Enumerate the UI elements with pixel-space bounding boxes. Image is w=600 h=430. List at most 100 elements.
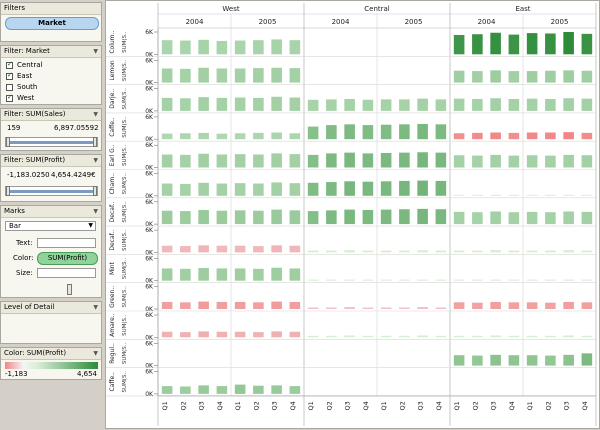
dropdown-arrow-icon[interactable]: ▼ xyxy=(93,111,98,118)
bar-mark xyxy=(563,250,574,253)
ytick-0k: 0K xyxy=(145,391,154,398)
bar-mark xyxy=(581,194,593,196)
bar-mark xyxy=(216,331,228,338)
axis-title: SUM(S.. xyxy=(122,314,128,336)
bar-mark xyxy=(453,250,465,253)
bar-mark xyxy=(563,335,574,338)
dropdown-arrow-icon[interactable]: ▼ xyxy=(93,157,98,164)
size-slider-handle[interactable] xyxy=(67,284,73,295)
bar-mark xyxy=(161,68,173,83)
bar-mark xyxy=(234,133,246,140)
bar-mark xyxy=(508,155,520,168)
ytick-6k: 6K xyxy=(145,29,154,36)
marks-card: Marks ▼ Bar ▼ Text: Color: SUM(Profit) Si… xyxy=(0,205,102,298)
profit-filter-max: 4,654.4249€ xyxy=(51,171,96,179)
bar-mark xyxy=(472,194,483,196)
bar-mark xyxy=(271,301,282,309)
bar-mark xyxy=(253,97,264,111)
bar-mark xyxy=(563,211,574,225)
axis-title: SUM(S.. xyxy=(122,343,128,365)
bar-mark xyxy=(216,68,228,83)
quarter-label-q4: Q4 xyxy=(362,401,370,410)
bar-mark xyxy=(581,98,593,111)
bar-mark xyxy=(161,40,173,55)
chevron-down-icon[interactable]: ▼ xyxy=(88,222,93,229)
bar-mark xyxy=(216,210,228,225)
dropdown-arrow-icon[interactable]: ▼ xyxy=(93,350,98,357)
quarter-label-q1: Q1 xyxy=(380,401,388,410)
sales-range-slider[interactable] xyxy=(5,137,98,147)
bar-mark xyxy=(581,353,593,366)
bar-mark xyxy=(326,307,337,309)
market-filter-title: Filter: Market ▼ xyxy=(1,46,101,58)
product-label: Mint xyxy=(109,261,116,275)
quarter-label-q2: Q2 xyxy=(471,401,479,410)
checkbox-east-label: East xyxy=(17,72,33,80)
bar-mark xyxy=(417,152,428,168)
bar-mark xyxy=(326,99,337,111)
bar-mark xyxy=(344,250,355,253)
bar-mark xyxy=(453,34,465,55)
bar-mark xyxy=(326,335,337,338)
mark-type-select[interactable]: Bar ▼ xyxy=(5,221,96,231)
bar-mark xyxy=(198,97,209,111)
bar-mark xyxy=(307,279,319,281)
header-background xyxy=(106,1,599,28)
bar-mark xyxy=(399,124,410,140)
bar-mark xyxy=(472,212,483,225)
market-header-central: Central xyxy=(364,5,390,13)
bar-mark xyxy=(508,71,520,83)
marks-text-field[interactable] xyxy=(37,238,96,248)
bar-mark xyxy=(161,183,173,196)
bar-mark xyxy=(435,209,447,225)
checkbox-south[interactable] xyxy=(6,84,13,91)
bar-mark xyxy=(253,183,264,196)
profit-max-handle[interactable] xyxy=(93,186,97,196)
dropdown-arrow-icon[interactable]: ▼ xyxy=(93,48,98,55)
bar-mark xyxy=(198,385,209,394)
bar-mark xyxy=(180,40,191,55)
bar-mark xyxy=(289,301,301,309)
bar-mark xyxy=(289,154,301,168)
bar-mark xyxy=(253,246,264,253)
bar-mark xyxy=(307,99,319,111)
bar-mark xyxy=(508,212,520,225)
ytick-6k: 6K xyxy=(145,114,154,121)
bar-mark xyxy=(453,211,465,225)
product-label: Green.. xyxy=(109,286,116,308)
marks-size-field[interactable] xyxy=(37,268,96,278)
ytick-0k: 0K xyxy=(145,165,154,172)
bar-mark xyxy=(344,209,355,225)
profit-min-handle[interactable] xyxy=(6,186,10,196)
quarter-label-q3: Q3 xyxy=(490,401,498,410)
dropdown-arrow-icon[interactable]: ▼ xyxy=(93,304,98,311)
year-header-2004: 2004 xyxy=(332,18,350,26)
dropdown-arrow-icon[interactable]: ▼ xyxy=(93,208,98,215)
bar-mark xyxy=(435,307,447,309)
sales-max-handle[interactable] xyxy=(93,137,97,147)
quarter-label-q1: Q1 xyxy=(234,401,242,410)
checkbox-central[interactable] xyxy=(6,60,13,69)
checkbox-west[interactable] xyxy=(6,93,13,102)
color-profit-pill[interactable]: SUM(Profit) xyxy=(37,252,98,265)
quarter-label-q2: Q2 xyxy=(179,401,187,410)
bar-mark xyxy=(545,33,556,55)
bar-mark xyxy=(344,279,355,281)
profit-range-fill xyxy=(10,190,93,193)
market-filter-pill[interactable]: Market xyxy=(5,17,99,30)
bar-mark xyxy=(526,71,538,83)
checkbox-east[interactable] xyxy=(6,71,13,80)
axis-title: SUM(S.. xyxy=(122,116,128,138)
bar-mark xyxy=(399,307,410,309)
bar-mark xyxy=(271,245,282,253)
bar-mark xyxy=(563,194,574,196)
quarter-label-q1: Q1 xyxy=(307,401,315,410)
bar-mark xyxy=(399,250,410,253)
ytick-0k: 0K xyxy=(145,249,154,256)
profit-range-slider[interactable] xyxy=(5,186,98,196)
bar-mark xyxy=(472,99,483,111)
sales-min-handle[interactable] xyxy=(6,137,10,147)
axis-title: SUM(S.. xyxy=(122,88,128,110)
bar-mark xyxy=(545,99,556,111)
ytick-0k: 0K xyxy=(145,278,154,285)
